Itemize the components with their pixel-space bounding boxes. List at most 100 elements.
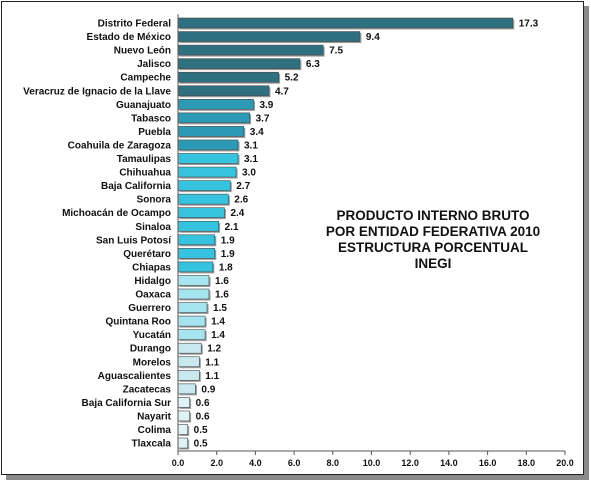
- category-label: Chihuahua: [119, 168, 171, 179]
- x-tick-label: 12.0: [401, 458, 419, 468]
- title-line-3: ESTRUCTURA PORCENTUAL: [338, 240, 528, 255]
- category-label: Zacatecas: [123, 384, 172, 395]
- value-label: 17.3: [519, 19, 539, 30]
- category-label: Yucatán: [133, 330, 171, 341]
- value-label: 1.6: [215, 290, 229, 301]
- bar: [177, 44, 324, 56]
- category-label: Guerrero: [128, 303, 171, 314]
- value-labels: 17.3 9.4 7.5 6.3 5.2 4.73.9 3.7 3.4 3.1 3.1 3.0 2.7…: [194, 19, 539, 450]
- value-label: 2.4: [230, 208, 244, 219]
- title-line-2: POR ENTIDAD FEDERATIVA 2010: [325, 224, 541, 239]
- bar: [177, 424, 188, 435]
- bar: [177, 153, 239, 164]
- value-label: 7.5: [329, 46, 343, 57]
- bar: [177, 397, 190, 408]
- category-label: Tamaulipas: [117, 154, 172, 165]
- value-label: 0.5: [194, 425, 208, 436]
- category-label: Aguascalientes: [98, 371, 172, 382]
- bar: [177, 139, 239, 151]
- x-tick-label: 16.0: [479, 458, 497, 468]
- value-label: 1.2: [207, 344, 221, 355]
- chart-frame: [1, 1, 584, 475]
- value-label: 3.9: [259, 100, 273, 111]
- category-label: Tlaxcala: [132, 439, 172, 450]
- category-label: Sinaloa: [135, 222, 171, 233]
- value-label: 1.1: [205, 357, 219, 368]
- x-tick-label: 20.0: [556, 458, 574, 468]
- value-label: 2.6: [234, 195, 248, 206]
- x-tick-label: 0.0: [172, 458, 185, 468]
- bar: [177, 369, 200, 381]
- bar: [177, 302, 208, 313]
- value-label: 1.8: [219, 262, 233, 273]
- category-label: Campeche: [120, 73, 171, 84]
- category-label: Quintana Roo: [105, 317, 171, 328]
- value-label: 0.6: [196, 398, 210, 409]
- value-label: 3.1: [244, 140, 258, 151]
- value-label: 1.6: [215, 276, 229, 287]
- bar: [177, 180, 231, 191]
- bar: [177, 220, 219, 232]
- x-tick-label: 4.0: [249, 458, 262, 468]
- bar: [177, 99, 254, 110]
- bar: [177, 207, 225, 218]
- value-label: 0.6: [196, 411, 210, 422]
- category-label: Chiapas: [132, 262, 171, 273]
- category-label: Distrito Federal: [98, 19, 172, 30]
- category-label: Puebla: [138, 127, 171, 138]
- bar: [177, 356, 200, 368]
- bar: [177, 234, 216, 246]
- value-label: 2.7: [236, 181, 250, 192]
- category-label: San Luis Potosí: [96, 235, 172, 246]
- category-label: Veracruz de Ignacio de la Llave: [23, 86, 171, 97]
- value-label: 1.4: [211, 317, 225, 328]
- x-tick-label: 6.0: [288, 458, 301, 468]
- x-tick-label: 8.0: [327, 458, 340, 468]
- value-label: 3.1: [244, 154, 258, 165]
- bar: [177, 31, 361, 42]
- value-label: 1.9: [221, 235, 235, 246]
- value-label: 1.5: [213, 303, 227, 314]
- category-label: Querétaro: [123, 249, 171, 260]
- bar: [177, 85, 270, 97]
- category-label: Sonora: [137, 195, 172, 206]
- value-label: 4.7: [275, 86, 289, 97]
- x-tick-label: 10.0: [363, 458, 381, 468]
- bar: [177, 275, 210, 286]
- value-label: 2.1: [225, 222, 239, 233]
- value-label: 1.1: [205, 371, 219, 382]
- x-tick-label: 18.0: [518, 458, 536, 468]
- bar: [177, 410, 190, 422]
- value-label: 3.4: [250, 127, 264, 138]
- bar: [177, 71, 279, 83]
- value-label: 0.9: [201, 384, 215, 395]
- bar: [177, 288, 210, 300]
- title-line-1: PRODUCTO INTERNO BRUTO: [336, 208, 530, 223]
- bar: [177, 315, 206, 327]
- value-label: 5.2: [285, 73, 299, 84]
- category-label: Coahuila de Zaragoza: [68, 140, 172, 151]
- bar: [177, 112, 250, 124]
- bar: [177, 248, 216, 259]
- value-label: 3.0: [242, 168, 256, 179]
- bar: [177, 383, 196, 395]
- value-label: 1.9: [221, 249, 235, 260]
- value-label: 6.3: [306, 59, 320, 70]
- value-label: 1.4: [211, 330, 225, 341]
- category-label: Guanajuato: [116, 100, 171, 111]
- category-label: Baja California Sur: [82, 398, 172, 409]
- bar: [177, 261, 214, 273]
- category-label: Michoacán de Ocampo: [62, 208, 171, 219]
- value-label: 3.7: [256, 113, 270, 124]
- bar: [177, 58, 301, 69]
- category-label: Nuevo León: [114, 46, 171, 57]
- bar: [177, 342, 202, 354]
- x-tick-label: 14.0: [440, 458, 458, 468]
- category-label: Morelos: [133, 357, 172, 368]
- bar: [177, 126, 245, 137]
- chart-title: PRODUCTO INTERNO BRUTO POR ENTIDAD FEDER…: [288, 208, 578, 272]
- bar: [177, 17, 514, 29]
- category-label: Colima: [138, 425, 172, 436]
- category-label: Jalisco: [137, 59, 171, 70]
